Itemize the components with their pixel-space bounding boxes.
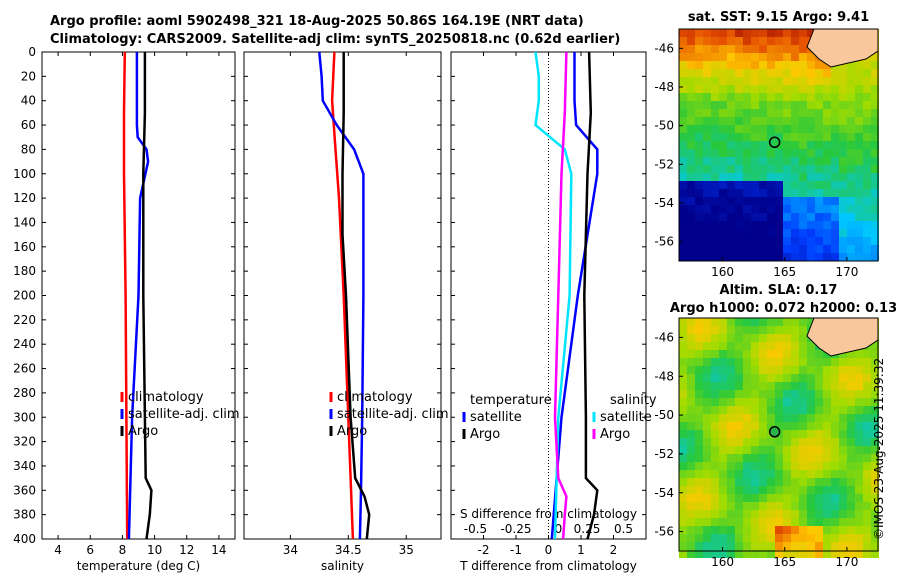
map-y-tick-label: -48 [654, 369, 674, 383]
map-y-tick-label: -56 [654, 235, 674, 249]
y-tick-label: 60 [21, 118, 36, 132]
y-tick-label: 340 [13, 459, 36, 473]
y-tick-label: 100 [13, 167, 36, 181]
x-tick-label: -2 [478, 543, 490, 557]
legend-label: climatology [128, 390, 204, 405]
x-tick-label: 12 [179, 543, 194, 557]
map-frame [678, 317, 879, 552]
legend-title-salinity: salinity [610, 393, 657, 408]
series-line-argo [142, 52, 153, 540]
x-tick-label: 34.5 [335, 543, 362, 557]
map-title: Altim. SLA: 0.17 [720, 283, 838, 298]
legend-label: satellite-adj. clim [337, 407, 449, 422]
y-tick-label: 320 [13, 435, 36, 449]
series-line-argo-s [553, 51, 568, 540]
y-tick-label: 360 [13, 483, 36, 497]
map-y-tick-label: -52 [654, 447, 674, 461]
y-tick-label: 140 [13, 215, 36, 229]
x-axis-label: T difference from climatology [459, 559, 637, 573]
y-tick-label: 300 [13, 410, 36, 424]
x-tick-label: -1 [510, 543, 522, 557]
map-x-tick-label: 160 [711, 555, 734, 569]
plot-title-line2: Climatology: CARS2009. Satellite-adj cli… [50, 32, 621, 47]
x-tick-label-salinity-diff: 0.25 [574, 522, 601, 536]
y-tick-label: 200 [13, 289, 36, 303]
map-x-tick-label: 170 [835, 265, 858, 279]
map-y-tick-label: -50 [654, 119, 674, 133]
legend-title-temperature: temperature [470, 393, 552, 408]
map-x-tick-label: 165 [773, 555, 796, 569]
series-line-climatology [330, 51, 355, 540]
x-tick-label: 1 [577, 543, 585, 557]
y-tick-label: 380 [13, 508, 36, 522]
legend-label: Argo [600, 427, 630, 442]
legend-label: Argo [128, 424, 158, 439]
y-tick-label: 240 [13, 337, 36, 351]
series-line-argo [341, 52, 371, 540]
y-tick-label: 400 [13, 532, 36, 546]
legend-label: Argo [337, 424, 367, 439]
x-axis-label: temperature (deg C) [77, 559, 200, 573]
x-axis-label-salinity-diff: S difference from climatology [460, 507, 637, 521]
map-x-tick-label: 170 [835, 555, 858, 569]
map-x-tick-label: 160 [711, 265, 734, 279]
x-tick-label: 8 [119, 543, 127, 557]
map-y-tick-label: -52 [654, 157, 674, 171]
x-tick-label-salinity-diff: 0.5 [614, 522, 633, 536]
y-tick-label: 80 [21, 142, 36, 156]
x-tick-label: 2 [610, 543, 618, 557]
x-tick-label-salinity-diff: 0 [555, 522, 563, 536]
map-title: sat. SST: 9.15 Argo: 9.41 [688, 10, 869, 25]
x-tick-label: 14 [211, 543, 226, 557]
legend-label: Argo [470, 427, 500, 442]
map-frame [678, 28, 879, 262]
y-tick-label: 120 [13, 191, 36, 205]
series-line-satellite-t [550, 52, 599, 540]
y-tick-label: 20 [21, 69, 36, 83]
map-y-tick-label: -54 [654, 196, 674, 210]
map-y-tick-label: -50 [654, 408, 674, 422]
y-tick-label: 160 [13, 240, 36, 254]
map-y-tick-label: -46 [654, 41, 674, 55]
map-y-tick-label: -56 [654, 525, 674, 539]
argo-location-marker [768, 426, 781, 438]
sla-map [678, 317, 879, 558]
x-tick-label: 34 [283, 543, 298, 557]
x-tick-label-salinity-diff: -0.25 [500, 522, 531, 536]
map-x-tick-label: 165 [773, 265, 796, 279]
x-tick-label: 0 [545, 543, 553, 557]
y-tick-label: 40 [21, 94, 36, 108]
plot-title-line1: Argo profile: aoml 5902498_321 18-Aug-20… [50, 14, 584, 29]
series-line-argo-t [583, 51, 599, 540]
y-tick-label: 220 [13, 313, 36, 327]
x-tick-label: 6 [86, 543, 94, 557]
series-line-satellite-s [534, 51, 573, 540]
y-tick-label: 260 [13, 362, 36, 376]
legend-label: satellite [470, 410, 522, 425]
x-tick-label: 10 [147, 543, 162, 557]
map-y-tick-label: -48 [654, 80, 674, 94]
series-line-satellite-adj-clim [127, 52, 150, 540]
map-y-tick-label: -46 [654, 330, 674, 344]
series-line-climatology [122, 51, 129, 540]
x-axis-label: salinity [321, 559, 364, 573]
y-tick-label: 280 [13, 386, 36, 400]
y-tick-label: 0 [28, 45, 36, 59]
legend-label: satellite-adj. clim [128, 407, 240, 422]
map-subtitle: Argo h1000: 0.072 h2000: 0.13 [670, 301, 897, 316]
sst-map [678, 28, 879, 262]
x-tick-label-salinity-diff: -0.5 [464, 522, 487, 536]
x-tick-label: 35 [399, 543, 414, 557]
imos-watermark: ©IMOS 23-Aug-2025 11:39:32 [872, 357, 886, 540]
legend-label: climatology [337, 390, 413, 405]
series-line-satellite-adj-clim [318, 51, 365, 540]
map-y-tick-label: -54 [654, 486, 674, 500]
x-tick-label: 4 [54, 543, 62, 557]
legend-label: satellite [600, 410, 652, 425]
y-tick-label: 180 [13, 264, 36, 278]
argo-location-marker [768, 136, 781, 149]
